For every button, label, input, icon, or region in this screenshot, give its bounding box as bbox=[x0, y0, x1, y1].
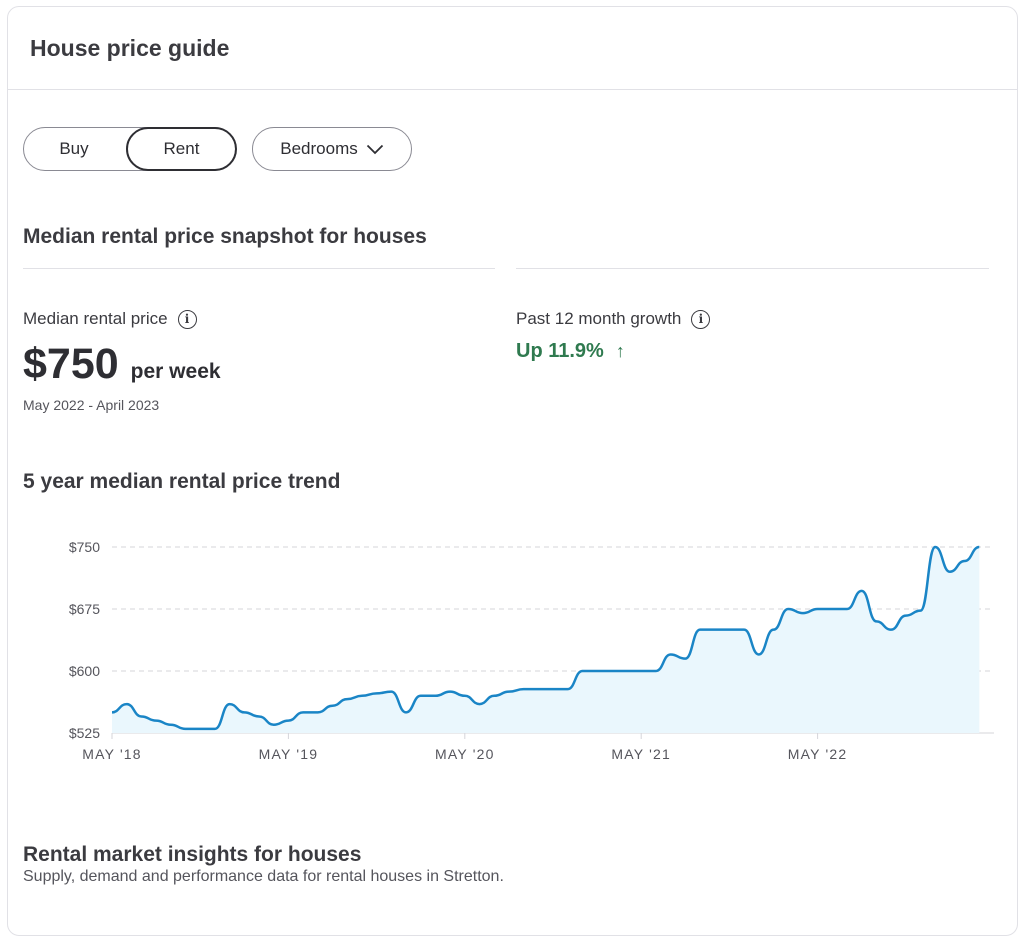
y-tick-label: $750 bbox=[69, 539, 100, 555]
card-title: House price guide bbox=[30, 35, 230, 61]
x-tick-label: MAY '22 bbox=[788, 746, 848, 760]
median-price-value: $750 bbox=[23, 340, 119, 388]
growth-value: Up 11.9% bbox=[516, 340, 604, 362]
card-header: House price guide bbox=[8, 7, 1017, 90]
buy-toggle-button[interactable]: Buy bbox=[59, 139, 89, 158]
bedrooms-label: Bedrooms bbox=[280, 139, 358, 158]
info-icon[interactable]: i bbox=[691, 309, 711, 329]
x-tick-label: MAY '19 bbox=[259, 746, 319, 760]
median-price: $750 per week bbox=[23, 340, 221, 389]
x-tick-label: MAY '21 bbox=[611, 746, 671, 760]
growth-label: Past 12 month growth bbox=[516, 309, 682, 328]
divider-left bbox=[23, 268, 495, 269]
buy-rent-toggle: Buy Rent bbox=[23, 127, 237, 171]
trend-title: 5 year median rental price trend bbox=[23, 470, 341, 493]
median-price-unit: per week bbox=[130, 360, 221, 383]
price-line bbox=[111, 545, 980, 731]
arrow-up-icon: ↑ bbox=[615, 341, 625, 361]
house-price-guide-card: House price guide bbox=[7, 6, 1018, 936]
price-area bbox=[112, 547, 980, 733]
x-tick-label: MAY '20 bbox=[435, 746, 495, 760]
insights-subtitle: Supply, demand and performance data for … bbox=[23, 868, 504, 885]
median-price-label-row: Median rental price i bbox=[23, 309, 197, 329]
y-tick-label: $675 bbox=[69, 601, 100, 617]
chevron-down-icon bbox=[366, 144, 383, 154]
snapshot-title: Median rental price snapshot for houses bbox=[23, 225, 427, 248]
price-period: May 2022 - April 2023 bbox=[23, 397, 160, 413]
growth-label-row: Past 12 month growth i bbox=[516, 309, 711, 329]
rent-toggle-button[interactable]: Rent bbox=[126, 127, 237, 171]
y-tick-label: $600 bbox=[69, 663, 100, 679]
info-icon[interactable]: i bbox=[177, 309, 197, 329]
bedrooms-dropdown[interactable]: Bedrooms bbox=[252, 127, 412, 171]
growth-value-row: Up 11.9% ↑ bbox=[516, 340, 625, 363]
y-tick-label: $525 bbox=[69, 725, 100, 741]
insights-title: Rental market insights for houses bbox=[23, 843, 362, 866]
median-price-label: Median rental price bbox=[23, 309, 168, 328]
rental-price-trend-chart: $525 $600 $675 $750 MAY '18 MAY '19 MAY '20 MAY… bbox=[69, 539, 994, 760]
divider-right bbox=[516, 268, 989, 269]
x-tick-label: MAY '18 bbox=[82, 746, 142, 760]
